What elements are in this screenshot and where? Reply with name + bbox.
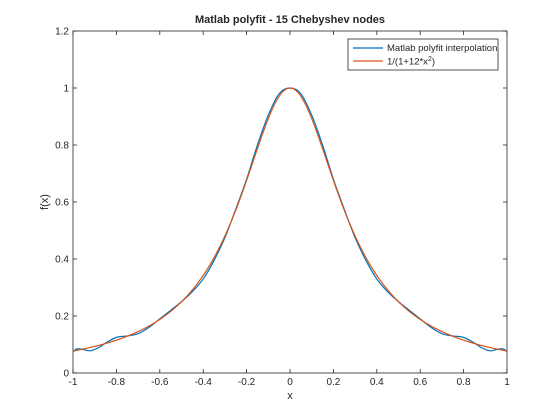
x-tick-label: -0.4 — [195, 377, 213, 388]
y-tick-label: 0.8 — [55, 141, 69, 152]
x-tick-label: 0 — [287, 377, 293, 388]
legend-label-polyfit: Matlab polyfit interpolation — [387, 43, 497, 54]
y-tick-label: 1 — [63, 84, 69, 95]
x-axis-ticks: -1 -0.8 -0.6 -0.4 -0.2 0 0.2 0.4 0.6 0.8 1 — [69, 31, 510, 388]
y-tick-label: 0 — [63, 369, 69, 380]
axes-box — [72, 30, 508, 374]
chart-title: Matlab polyfit - 15 Chebyshev nodes — [195, 14, 385, 26]
x-tick-label: 0.8 — [457, 377, 471, 388]
x-tick-label: 0.2 — [326, 377, 340, 388]
y-tick-label: 1.2 — [55, 27, 69, 38]
legend: Matlab polyfit interpolation 1/(1+12*x2) — [347, 38, 499, 71]
x-tick-label: -1 — [69, 377, 78, 388]
y-tick-label: 0.4 — [55, 255, 69, 266]
legend-label-runge-suffix: ) — [432, 57, 435, 68]
series-line-runge — [72, 87, 508, 352]
y-axis-ticks: 0 0.2 0.4 0.6 0.8 1 1.2 — [55, 27, 507, 380]
legend-label-runge: 1/(1+12*x2) — [387, 56, 435, 68]
x-axis-label: x — [287, 390, 293, 402]
y-tick-label: 0.6 — [55, 198, 69, 209]
x-tick-label: 1 — [504, 377, 510, 388]
plot-lines — [72, 87, 508, 353]
legend-label-runge-superscript: 2 — [428, 56, 432, 63]
y-tick-label: 0.2 — [55, 312, 69, 323]
axes: -1 -0.8 -0.6 -0.4 -0.2 0 0.2 0.4 0.6 0.8 1 0 0.2 0.4… — [55, 27, 510, 389]
x-tick-label: 0.6 — [413, 377, 427, 388]
x-tick-label: -0.8 — [108, 377, 126, 388]
y-axis-label: f(x) — [39, 194, 51, 210]
legend-label-runge-main: 1/(1+12*x — [387, 57, 428, 68]
x-tick-label: -0.6 — [151, 377, 169, 388]
legend-box — [347, 38, 499, 71]
x-tick-label: 0.4 — [370, 377, 384, 388]
x-tick-label: -0.2 — [238, 377, 256, 388]
